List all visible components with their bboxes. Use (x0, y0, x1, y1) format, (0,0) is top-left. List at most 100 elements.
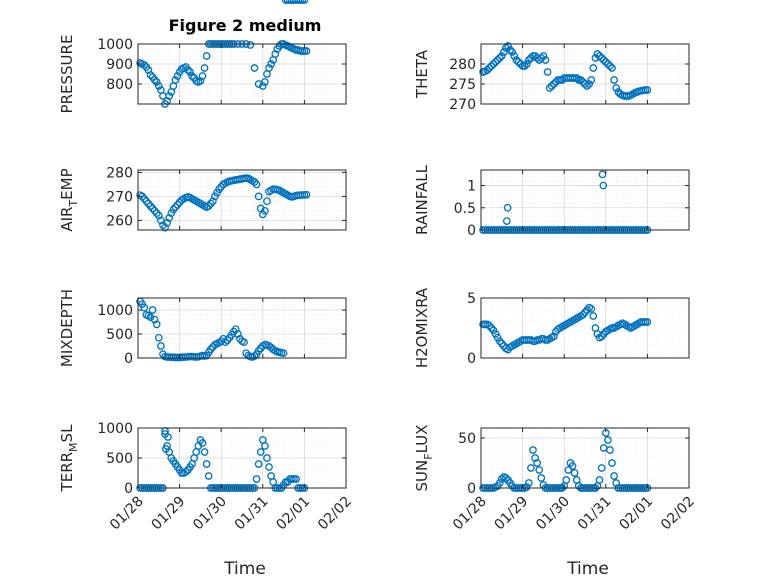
data-point (265, 463, 273, 471)
data-point (246, 41, 255, 49)
data-point (198, 72, 207, 80)
data-point (598, 170, 607, 179)
y-tick-label: 0 (124, 481, 133, 497)
data-point (258, 82, 267, 90)
data-point (146, 313, 155, 322)
data-point (184, 66, 192, 74)
data-point (568, 462, 577, 470)
data-point (599, 181, 608, 190)
x-tick-label: 01/31 (232, 494, 272, 534)
data-point (487, 62, 496, 70)
y-tick-label: 270 (106, 189, 133, 205)
subplot-rainfall: 0 0.5 1 RAINFALL (413, 164, 690, 239)
y-axis-label: SUNFLUX (413, 425, 435, 492)
data-point (165, 214, 174, 222)
data-point (606, 446, 614, 454)
axes-box (137, 297, 347, 359)
grid (480, 170, 690, 231)
data-point (173, 72, 182, 80)
subplot-theta: 270 275 280 THETA (413, 42, 690, 113)
x-tick-label: 01/29 (149, 494, 189, 534)
y-tick-label: 1000 (97, 421, 133, 437)
data-point (576, 76, 585, 84)
data-point (581, 80, 589, 88)
axes-box (137, 43, 347, 105)
data-point (608, 64, 616, 72)
x-axis-label-left: Time (223, 559, 266, 579)
y-axis-label: RAINFALL (413, 164, 431, 235)
x-tick-label: 01/28 (107, 494, 147, 534)
y-tick-label: 500 (106, 451, 133, 467)
y-tick-label: 800 (106, 77, 133, 93)
grid (480, 427, 690, 489)
y-tick-label: 1000 (97, 37, 133, 53)
data-point (495, 479, 504, 487)
data-point (564, 466, 573, 474)
data-point (261, 442, 269, 450)
data-point (612, 84, 621, 92)
data-point (524, 479, 533, 487)
data-point (533, 459, 542, 467)
data-point (202, 460, 211, 468)
data-point (597, 464, 606, 472)
y-tick-label: 0 (467, 223, 476, 239)
data-point (527, 464, 535, 472)
data-point (163, 218, 171, 227)
data-point (543, 68, 552, 76)
data-point (202, 52, 211, 60)
data-point (537, 474, 546, 482)
data-point (537, 54, 546, 62)
data-point (589, 64, 598, 72)
data-point (146, 71, 155, 79)
y-tick-label: 280 (449, 57, 476, 73)
data-point (541, 56, 550, 64)
subplot-sunflux: 0 50 01/28 01/29 01/30 01/31 02/01 02/02 SUNFLUX (413, 425, 698, 534)
data-point (604, 60, 612, 68)
data-point (595, 476, 604, 484)
data-point (267, 60, 275, 68)
data-point (302, 47, 311, 55)
data-point (165, 92, 174, 100)
data-point (150, 76, 159, 84)
data-point (162, 445, 170, 453)
data-point (547, 82, 556, 90)
subplot-h2omixra: 0 5 H2OMIXRA (413, 287, 690, 368)
y-tick-label: 1 (467, 179, 476, 195)
data-point (545, 84, 554, 92)
data-point (491, 58, 500, 66)
data-point (508, 48, 517, 56)
data-point (161, 223, 169, 232)
data-point (599, 56, 608, 64)
figure-title: Figure 2 medium (169, 16, 322, 35)
data-point (572, 74, 581, 82)
data-point (154, 333, 163, 342)
data-point (250, 352, 259, 360)
data-point (252, 475, 261, 483)
data-point (261, 206, 269, 215)
data-series (479, 303, 652, 354)
data-point (265, 64, 273, 72)
data-point (502, 217, 511, 225)
data-point (539, 52, 548, 60)
data-point (535, 466, 544, 474)
data-point (186, 68, 194, 76)
data-point (593, 50, 602, 58)
data-point (209, 197, 217, 206)
data-point (261, 78, 269, 86)
axes-box (480, 43, 690, 105)
data-series (136, 174, 311, 232)
data-point (610, 76, 618, 84)
data-point (562, 476, 571, 484)
data-point (489, 60, 498, 68)
data-point (643, 318, 652, 326)
data-point (279, 349, 288, 358)
y-axis-label: TERRMSL (58, 424, 80, 493)
data-point (502, 474, 510, 482)
data-point (198, 439, 207, 447)
data-point (485, 64, 494, 72)
data-series (479, 42, 652, 100)
data-point (150, 315, 159, 324)
data-point (157, 216, 165, 225)
y-tick-label: 50 (458, 431, 476, 447)
data-point (497, 52, 506, 60)
